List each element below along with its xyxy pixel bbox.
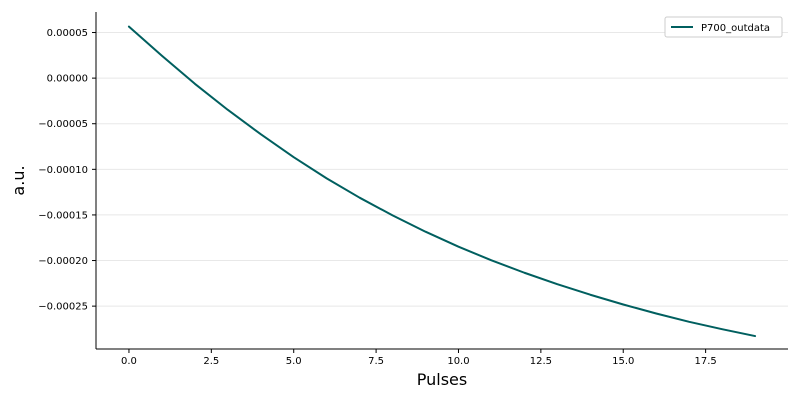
y-tick-label: 0.00005 <box>47 28 88 39</box>
x-axis-title: Pulses <box>417 370 467 389</box>
y-tick-label: −0.00010 <box>38 165 88 176</box>
x-tick-label: 17.5 <box>694 356 716 367</box>
y-tick-label: −0.00005 <box>38 119 88 130</box>
axes <box>95 12 788 350</box>
x-tick-label: 15.0 <box>612 356 634 367</box>
y-axis-title: a.u. <box>9 165 28 195</box>
series-layer <box>127 25 757 338</box>
legend-box <box>664 16 783 38</box>
y-tick-label: −0.00020 <box>38 256 88 267</box>
legend-label: P700_outdata <box>701 23 770 34</box>
x-tick-label: 5.0 <box>286 356 302 367</box>
y-ticks: 0.00005 0.00000 −0.00005 −0.00010 −0.00015 −0… <box>38 28 96 313</box>
series-line <box>127 25 757 338</box>
x-tick-label: 2.5 <box>203 356 219 367</box>
grid-lines <box>96 32 788 307</box>
legend: P700_outdata <box>664 16 783 38</box>
x-tick-label: 12.5 <box>530 356 552 367</box>
y-tick-label: −0.00025 <box>38 302 88 313</box>
y-tick-label: 0.00000 <box>47 74 88 85</box>
x-tick-label: 0.0 <box>121 356 137 367</box>
y-tick-label: −0.00015 <box>38 210 88 221</box>
x-ticks: 0.0 2.5 5.0 7.5 10.0 12.5 15.0 17.5 <box>121 349 717 367</box>
x-tick-label: 7.5 <box>368 356 384 367</box>
x-tick-label: 10.0 <box>447 356 469 367</box>
